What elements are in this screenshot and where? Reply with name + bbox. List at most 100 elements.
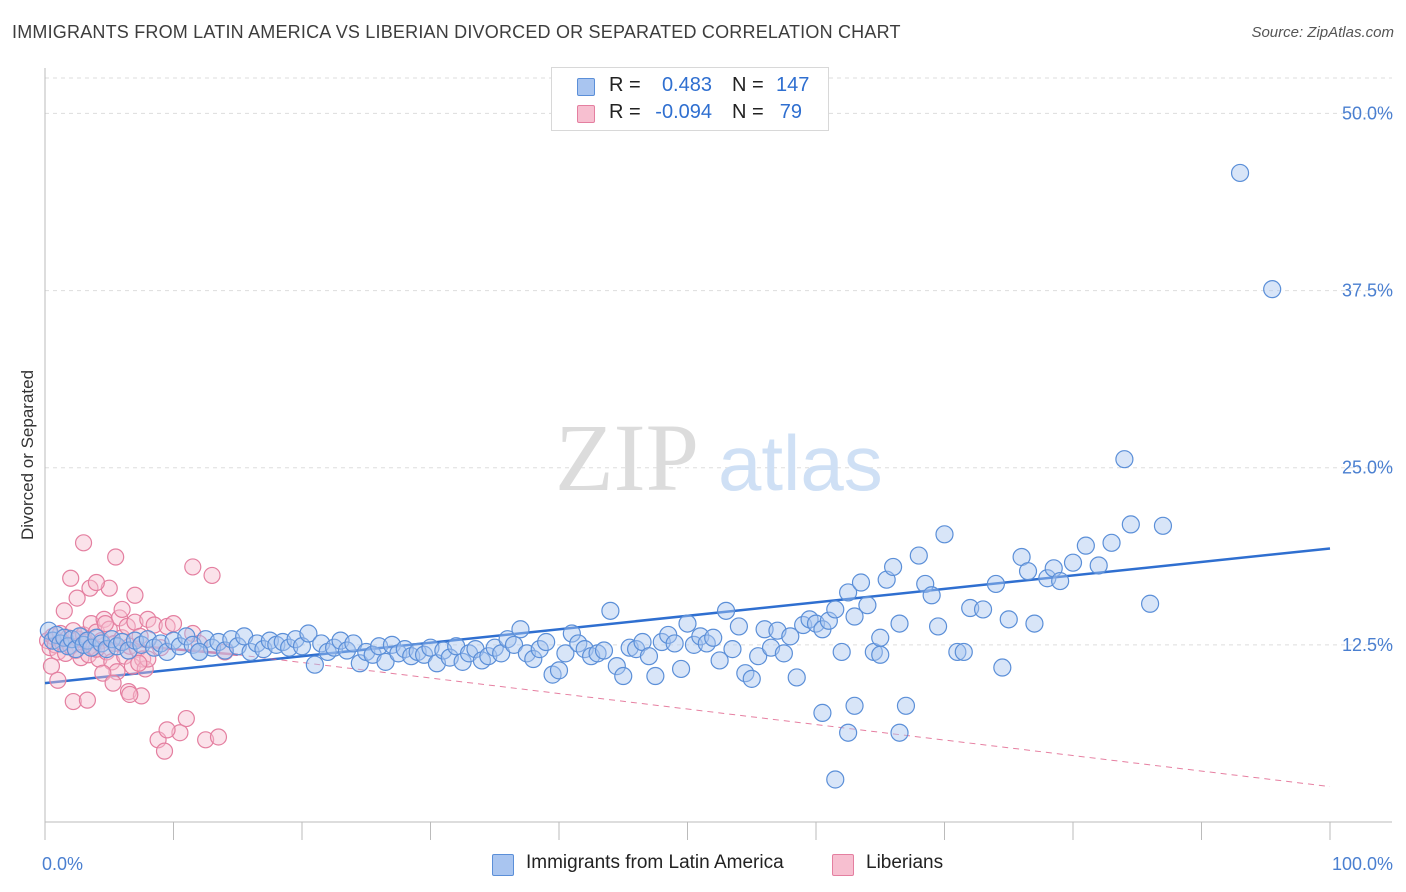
- watermark-atlas: atlas: [718, 419, 883, 507]
- data-point: [774, 644, 793, 663]
- data-point: [742, 669, 761, 688]
- data-point: [1018, 562, 1038, 581]
- tick-labels: 12.5% 25.0% 37.5% 50.0% 0.0% 100.0%: [42, 103, 1393, 874]
- data-point: [107, 548, 125, 566]
- data-point: [350, 654, 369, 673]
- data-point: [922, 586, 941, 605]
- data-point: [121, 685, 139, 704]
- data-point: [524, 649, 543, 669]
- data-point: [1063, 553, 1083, 572]
- data-point: [871, 645, 890, 664]
- data-point: [896, 696, 916, 715]
- data-point: [74, 534, 93, 552]
- data-point: [82, 638, 101, 657]
- series-latin-america: [39, 163, 1282, 789]
- y-tick-label: 12.5%: [1342, 635, 1393, 655]
- data-point: [530, 640, 549, 659]
- data-point: [376, 652, 395, 671]
- data-point: [64, 692, 82, 711]
- data-point: [155, 742, 174, 760]
- series-label: Liberians: [866, 852, 944, 873]
- data-point: [96, 614, 114, 633]
- series-legend: Immigrants from Latin America Liberians: [0, 852, 1406, 878]
- data-point: [1153, 516, 1173, 535]
- data-point: [723, 640, 742, 659]
- data-point: [94, 664, 112, 682]
- data-point: [104, 674, 122, 692]
- data-point: [1102, 533, 1121, 552]
- data-point: [986, 574, 1006, 594]
- data-point: [504, 635, 524, 654]
- data-point: [1025, 614, 1044, 633]
- data-point: [928, 617, 948, 636]
- legend-n-value: 79: [779, 101, 802, 123]
- data-point: [62, 569, 80, 587]
- data-point: [607, 657, 626, 676]
- data-point: [556, 644, 575, 663]
- y-tick-label: 37.5%: [1342, 281, 1393, 301]
- data-point: [781, 627, 800, 646]
- data-point: [1076, 536, 1095, 555]
- data-point: [704, 628, 723, 647]
- data-point: [973, 600, 993, 619]
- legend-r-label: R =: [609, 101, 641, 123]
- series-swatch-blue: [492, 854, 514, 876]
- trend-line-liberians-extension: [237, 654, 1331, 788]
- y-axis-label: Divorced or Separated: [18, 370, 37, 540]
- correlation-legend: R = 0.483 N = 147 R = -0.094 N = 79: [551, 67, 829, 131]
- data-point: [299, 624, 318, 643]
- legend-row-liberians: R = -0.094 N = 79: [552, 101, 828, 127]
- axes: [44, 68, 1392, 840]
- data-point: [1089, 556, 1108, 575]
- data-point: [826, 600, 845, 619]
- series-swatch-pink: [832, 854, 854, 876]
- series-liberians: [38, 534, 234, 760]
- data-point: [710, 651, 729, 670]
- data-point: [49, 671, 67, 689]
- legend-n-label: N =: [732, 74, 764, 96]
- data-point: [537, 632, 556, 652]
- data-point: [97, 640, 116, 659]
- data-point: [935, 525, 954, 544]
- data-point: [858, 596, 877, 615]
- data-point: [337, 641, 357, 660]
- data-point: [511, 620, 530, 639]
- data-point: [87, 573, 106, 592]
- legend-row-latin-america: R = 0.483 N = 147: [552, 74, 828, 100]
- data-point: [845, 696, 864, 715]
- data-point: [871, 628, 890, 647]
- data-point: [209, 728, 228, 746]
- data-point: [749, 647, 768, 666]
- data-point: [646, 666, 665, 686]
- data-point: [954, 642, 973, 662]
- data-point: [1051, 571, 1070, 591]
- x-tick-label: 0.0%: [42, 854, 83, 874]
- data-point: [678, 614, 697, 633]
- data-point: [184, 558, 202, 576]
- data-point: [42, 657, 61, 675]
- data-point: [68, 589, 86, 607]
- data-point: [890, 614, 909, 633]
- data-point: [78, 691, 97, 709]
- data-point: [839, 583, 858, 602]
- data-point: [190, 642, 209, 662]
- data-point: [55, 628, 74, 647]
- source-label: Source: ZipAtlas.com: [1251, 24, 1394, 41]
- data-point: [55, 602, 73, 620]
- data-point: [883, 557, 903, 577]
- data-point: [614, 666, 633, 686]
- data-point: [999, 610, 1018, 629]
- data-point: [171, 724, 189, 742]
- chart-title: IMMIGRANTS FROM LATIN AMERICA VS LIBERIA…: [12, 22, 901, 42]
- data-point: [87, 628, 106, 647]
- data-point: [126, 586, 144, 604]
- data-point: [832, 642, 851, 662]
- legend-r-label: R =: [609, 74, 641, 96]
- data-point: [839, 723, 858, 742]
- data-point: [909, 546, 928, 565]
- data-point: [197, 731, 215, 749]
- series-label: Immigrants from Latin America: [526, 852, 784, 873]
- data-point: [729, 617, 749, 636]
- data-point: [108, 663, 126, 681]
